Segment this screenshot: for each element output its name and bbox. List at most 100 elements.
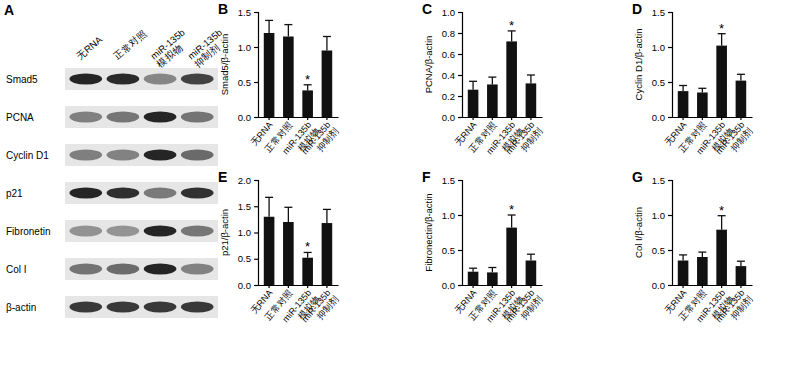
tick: miR-135b抑制剂 xyxy=(504,285,544,331)
error-cap xyxy=(527,254,535,255)
tick: 1.0 xyxy=(238,42,258,53)
y-axis-title: p21/β-actin xyxy=(219,209,230,256)
error-stem xyxy=(530,254,531,260)
blot-band xyxy=(69,264,102,275)
blot-band xyxy=(107,302,140,313)
label-line: 抑制剂 xyxy=(519,294,544,321)
x-axis: 无RNA正常对照miR-135b模拟物miR-135b抑制剂 xyxy=(249,117,340,163)
blot-strip xyxy=(65,296,218,318)
error-cap xyxy=(284,207,292,208)
tick: 0.0 xyxy=(652,112,672,123)
tick: 0.4 xyxy=(442,70,462,81)
bar xyxy=(736,81,747,117)
panel-label: D xyxy=(632,1,642,17)
tick-label: 1.0 xyxy=(238,227,251,238)
blot-band xyxy=(144,226,177,237)
error-stem xyxy=(288,25,289,37)
error-bar xyxy=(718,216,726,230)
bar-panel: D0.00.51.01.5无RNA正常对照miR-135b模拟物miR-135b… xyxy=(632,1,754,163)
bar xyxy=(526,261,537,286)
error-bar xyxy=(323,209,331,223)
error-stem xyxy=(268,197,269,216)
blot-band xyxy=(144,112,177,123)
blot-band xyxy=(107,264,140,275)
error-cap xyxy=(469,81,477,82)
tick-mark xyxy=(492,117,493,120)
tick-mark xyxy=(254,232,258,233)
error-cap xyxy=(488,267,496,268)
tick: 1.0 xyxy=(652,42,672,53)
tick-mark xyxy=(530,117,531,120)
bar-panel: B0.00.51.01.5无RNA正常对照miR-135b模拟物miR-135b… xyxy=(218,1,340,163)
tick-mark xyxy=(472,117,473,120)
tick-label: miR-135b抑制剂 xyxy=(300,120,340,163)
y-axis: 0.00.51.01.5 xyxy=(652,175,673,291)
blot-band xyxy=(69,112,102,123)
y-axis: 0.00.51.01.5 xyxy=(442,175,463,291)
error-bar xyxy=(737,74,745,80)
error-bar xyxy=(527,75,535,83)
bar xyxy=(678,261,689,286)
bar xyxy=(697,93,708,118)
x-axis: 无RNA正常对照miR-135b模拟物miR-135b抑制剂 xyxy=(453,117,544,163)
blot-band xyxy=(107,226,140,237)
tick: 0.5 xyxy=(652,245,672,256)
tick-mark xyxy=(740,285,741,288)
blot-band xyxy=(107,74,140,85)
bar xyxy=(264,33,275,117)
error-bar xyxy=(488,268,496,273)
tick-label: 1.5 xyxy=(238,7,251,18)
error-bar xyxy=(698,88,706,92)
axis-line xyxy=(458,181,463,286)
bar xyxy=(487,84,498,117)
blot-band xyxy=(107,112,140,123)
row-label: Fibronetin xyxy=(6,226,50,237)
tick-mark xyxy=(668,250,672,251)
blot-band xyxy=(144,150,177,161)
error-bar xyxy=(527,254,535,260)
significance-mark: * xyxy=(509,18,514,33)
tick-label: 0.5 xyxy=(238,77,251,88)
tick-label: 2.0 xyxy=(238,175,251,186)
figure: A无RNA正常对照miR-135b模拟物miR-135b抑制剂Smad5PCNA… xyxy=(0,0,800,368)
tick-label: 0.0 xyxy=(652,112,665,123)
tick-mark xyxy=(307,285,308,288)
tick: 1.5 xyxy=(238,201,258,212)
row-label: p21 xyxy=(6,188,23,199)
error-bar xyxy=(679,86,687,92)
tick-mark xyxy=(268,285,269,288)
blot-strip xyxy=(65,182,218,204)
blot-band xyxy=(144,74,177,85)
tick: miR-135b抑制剂 xyxy=(300,285,340,331)
bar xyxy=(322,51,333,118)
error-stem xyxy=(682,86,683,92)
tick-mark xyxy=(458,54,462,55)
tick-mark xyxy=(458,33,462,34)
tick: 0.5 xyxy=(238,253,258,264)
y-axis-title: PCNA/β-actin xyxy=(423,36,434,94)
tick-mark xyxy=(668,12,672,13)
tick: 0.0 xyxy=(442,280,462,291)
tick-label: 1.0 xyxy=(652,210,665,221)
tick-mark xyxy=(307,117,308,120)
bar xyxy=(468,90,479,117)
error-stem xyxy=(682,255,683,261)
tick-mark xyxy=(530,285,531,288)
tick-label: 0.5 xyxy=(652,245,665,256)
y-axis: 0.00.51.01.5 xyxy=(652,7,673,123)
tick-mark xyxy=(472,285,473,288)
error-stem xyxy=(702,252,703,257)
error-cap xyxy=(469,268,477,269)
tick-mark xyxy=(702,285,703,288)
error-bar xyxy=(737,261,745,266)
bar xyxy=(697,257,708,285)
blot-band xyxy=(69,226,102,237)
error-bar xyxy=(488,77,496,84)
tick: miR-135b抑制剂 xyxy=(714,285,754,331)
tick-mark xyxy=(668,47,672,48)
y-axis-title: Fibronectin/β-actin xyxy=(423,193,434,271)
tick: 1.5 xyxy=(238,7,258,18)
tick-label: 0.5 xyxy=(442,245,455,256)
x-axis: 无RNA正常对照miR-135b模拟物miR-135b抑制剂 xyxy=(663,285,754,331)
panel-label: A xyxy=(4,2,14,18)
